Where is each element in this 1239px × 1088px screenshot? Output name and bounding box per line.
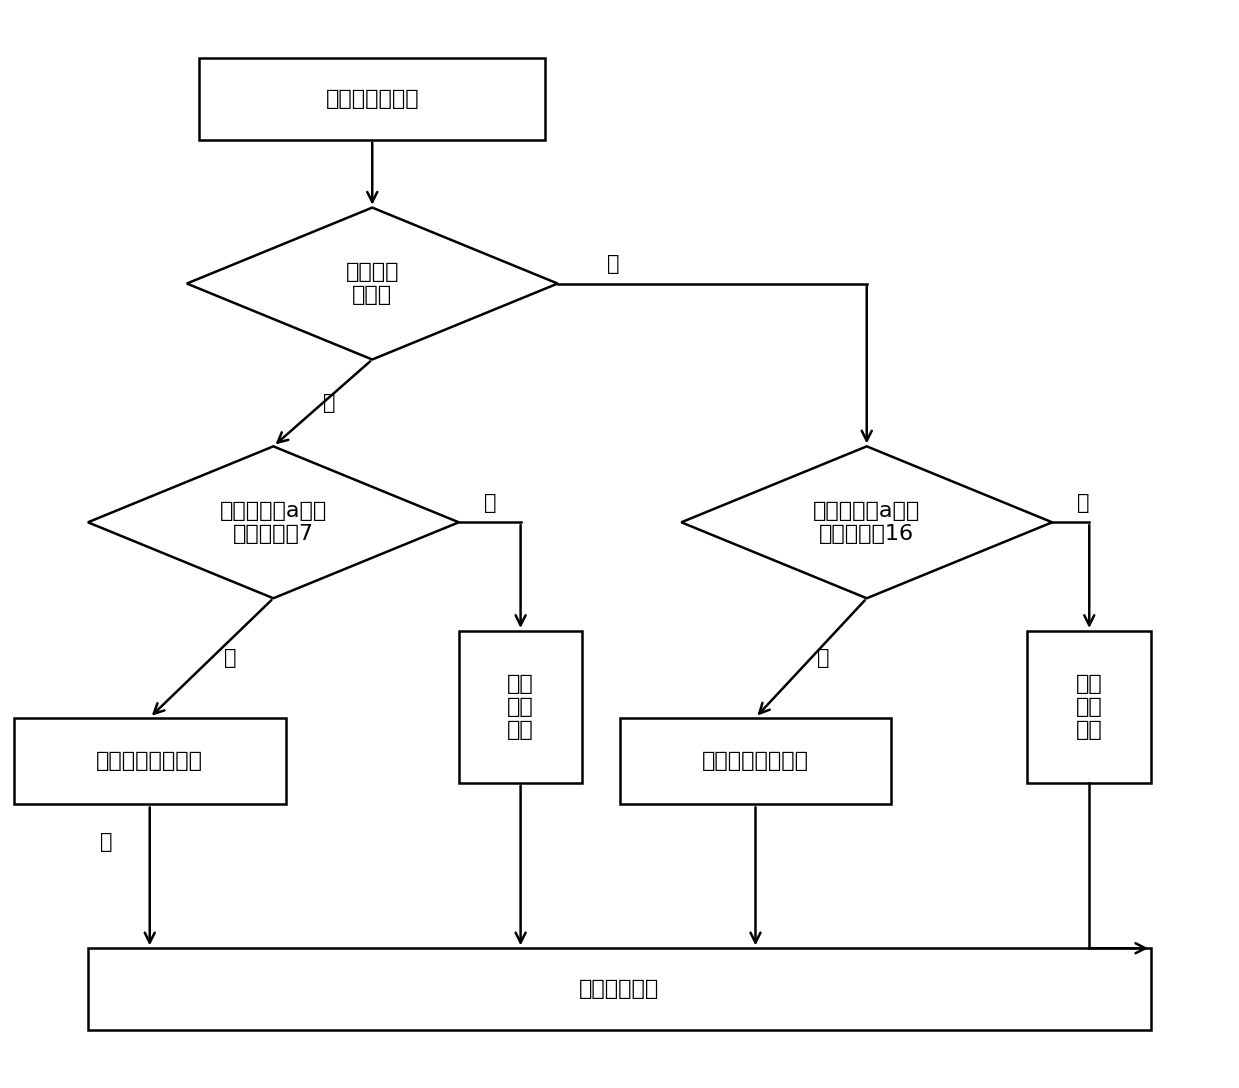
Text: 存入相似度计算: 存入相似度计算 [326,89,419,109]
Text: 当前状态改为熄灭: 当前状态改为熄灭 [703,751,809,771]
Text: 否: 否 [483,493,496,512]
Text: 否: 否 [1077,493,1089,512]
Text: 维持
熄灭
状态: 维持 熄灭 状态 [1075,673,1103,740]
Text: 是: 是 [818,648,830,668]
Text: 当前状态
为燃烧: 当前状态 为燃烧 [346,262,399,305]
Bar [14,718,286,804]
Text: 队列中大于a的数
据个数多于16: 队列中大于a的数 据个数多于16 [813,500,921,544]
Text: 是: 是 [100,832,113,852]
Text: 否: 否 [607,254,620,274]
Text: 队列中大于a的数
据个数少于7: 队列中大于a的数 据个数少于7 [219,500,327,544]
Bar [88,949,1151,1029]
Bar [620,718,892,804]
Bar [458,631,582,782]
Text: 是: 是 [322,393,336,413]
Text: 输出当前状态: 输出当前状态 [580,979,659,999]
Text: 是: 是 [224,648,237,668]
Text: 维持
燃烧
状态: 维持 燃烧 状态 [507,673,534,740]
Text: 当前状态改为熄灭: 当前状态改为熄灭 [97,751,203,771]
Bar [1027,631,1151,782]
Bar [199,59,545,139]
